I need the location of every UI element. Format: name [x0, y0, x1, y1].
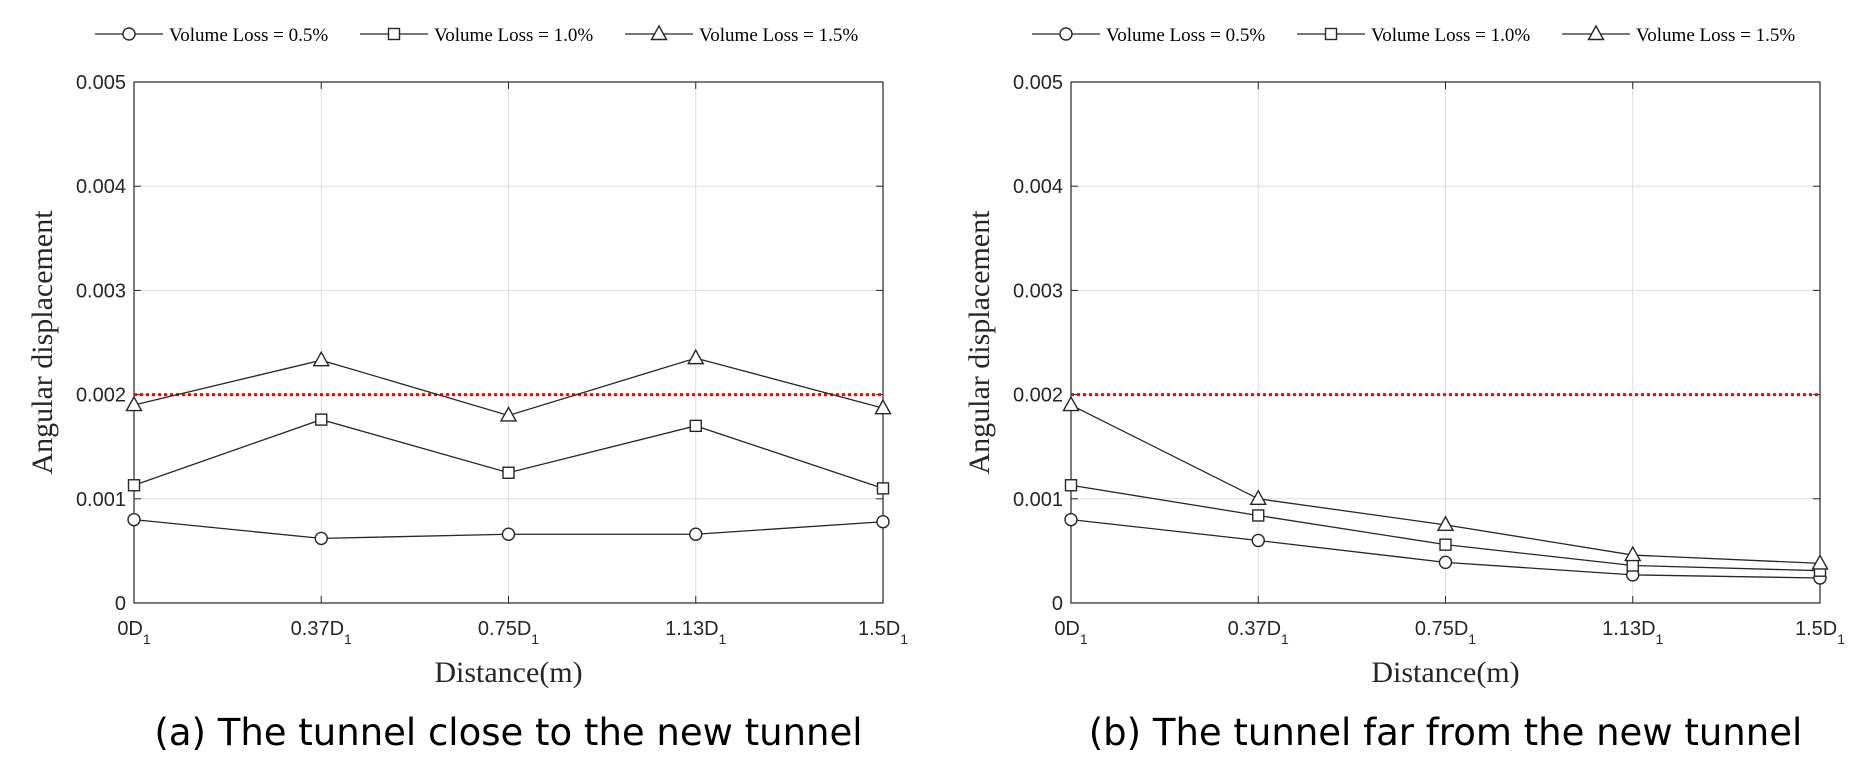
- y-tick-label: 0: [115, 593, 126, 615]
- data-point: [876, 482, 890, 495]
- data-point: [687, 348, 705, 365]
- series-triangle: [1062, 395, 1829, 570]
- data-point: [1251, 533, 1265, 548]
- legend-entry: Volume Loss = 0.5%: [169, 25, 328, 46]
- data-point: [1626, 559, 1639, 572]
- grid: [134, 82, 883, 603]
- x-tick-label: 0.75D1: [478, 618, 539, 647]
- x-tick-label: 1.5D1: [858, 618, 908, 647]
- data-point: [1811, 553, 1829, 570]
- data-point: [874, 398, 892, 415]
- legend: Volume Loss = 0.5% Volume Loss = 1.0% Volu…: [95, 24, 858, 46]
- data-point: [1062, 395, 1080, 412]
- x-tick-label: 0D1: [117, 618, 151, 647]
- series-circle: [1064, 512, 1827, 585]
- data-point: [1436, 515, 1455, 532]
- series-square: [127, 413, 890, 495]
- x-tick-label: 1.13D1: [1602, 618, 1663, 647]
- legend-marker: [122, 27, 136, 41]
- legend-marker: [650, 24, 668, 41]
- data-point: [689, 527, 703, 541]
- y-tick-label: 0.001: [1013, 489, 1063, 511]
- data-point: [1064, 479, 1078, 492]
- data-point: [314, 531, 328, 546]
- x-tick-label: 0.37D1: [291, 618, 352, 647]
- legend-marker: [1324, 27, 1338, 41]
- legend-entry: Volume Loss = 1.5%: [699, 25, 858, 46]
- y-tick-label: 0.001: [76, 489, 126, 511]
- panel-caption: (a) The tunnel close to the new tunnel: [154, 711, 862, 754]
- data-point: [1064, 512, 1078, 527]
- legend-entry: Volume Loss = 1.5%: [1636, 25, 1795, 46]
- data-point: [501, 527, 516, 541]
- y-tick-label: 0: [1052, 593, 1063, 615]
- series-triangle: [125, 348, 892, 422]
- data-point: [312, 350, 330, 367]
- data-point: [1249, 489, 1267, 505]
- data-point: [1438, 555, 1453, 570]
- x-tick-label: 1.5D1: [1795, 618, 1845, 647]
- x-tick-label: 1.13D1: [665, 618, 726, 647]
- panel-caption: (b) The tunnel far from the new tunnel: [1089, 711, 1803, 754]
- data-point: [689, 419, 702, 433]
- data-point: [876, 515, 890, 529]
- y-tick-label: 0.004: [76, 176, 126, 198]
- y-tick-label: 0.005: [1013, 72, 1063, 94]
- legend-entry: Volume Loss = 0.5%: [1106, 25, 1265, 46]
- data-point: [127, 479, 141, 492]
- data-point: [127, 512, 141, 527]
- y-tick-label: 0.002: [1013, 385, 1063, 407]
- legend-entry: Volume Loss = 1.0%: [434, 25, 593, 46]
- series-square: [1064, 479, 1827, 577]
- legend-marker: [387, 27, 401, 41]
- x-tick-label: 0.37D1: [1228, 618, 1289, 647]
- data-point: [502, 466, 515, 479]
- legend-entry: Volume Loss = 1.0%: [1371, 25, 1530, 46]
- data-point: [499, 405, 518, 422]
- y-tick-label: 0.004: [1013, 176, 1063, 198]
- y-axis-label: Angular displacement: [26, 210, 59, 475]
- x-tick-label: 0.75D1: [1415, 618, 1476, 647]
- data-point: [315, 413, 328, 426]
- legend: Volume Loss = 0.5% Volume Loss = 1.0% Volu…: [1032, 24, 1795, 46]
- chart-panel-a: 0 0.001 0.002 0.003 0.004 0.005 0D1 0.37D1 0.75D…: [26, 24, 908, 754]
- series-circle: [127, 512, 890, 546]
- x-axis-label: Distance(m): [1371, 656, 1519, 689]
- chart-panel-b: 0 0.001 0.002 0.003 0.004 0.005 0D1 0.37D1 0.75D…: [963, 24, 1845, 754]
- x-tick-label: 0D1: [1054, 618, 1088, 647]
- y-tick-label: 0.005: [76, 72, 126, 94]
- y-tick-label: 0.003: [76, 280, 126, 302]
- y-axis-label: Angular displacement: [963, 210, 996, 475]
- legend-marker: [1059, 27, 1073, 41]
- data-point: [1439, 538, 1452, 551]
- data-point: [1252, 509, 1265, 522]
- data-point: [125, 395, 143, 412]
- y-tick-label: 0.002: [76, 385, 126, 407]
- y-tick-label: 0.003: [1013, 280, 1063, 302]
- data-point: [1624, 545, 1642, 562]
- legend-marker: [1587, 24, 1605, 41]
- x-axis-label: Distance(m): [434, 656, 582, 689]
